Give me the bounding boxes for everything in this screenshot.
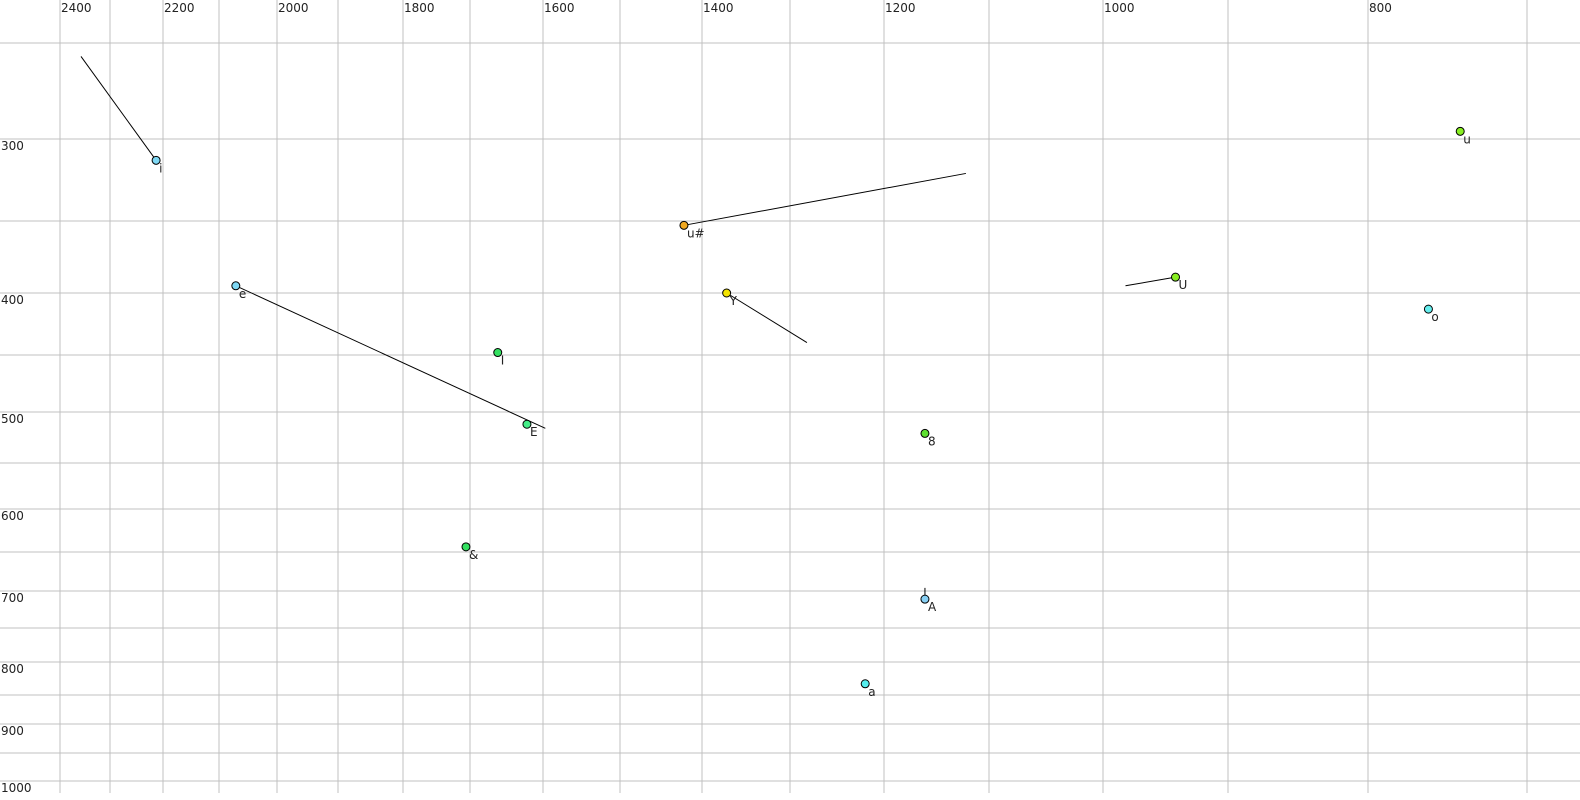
formant-trajectory <box>683 172 966 226</box>
y-tick-label: 300 <box>1 139 24 153</box>
y-tick-label: 1000 <box>1 781 32 795</box>
y-tick-label: 800 <box>1 662 24 676</box>
vowel-point: u <box>1455 126 1471 146</box>
point-marker <box>1423 304 1433 314</box>
point-marker <box>679 220 689 230</box>
formant-trajectory <box>80 56 157 161</box>
y-tick-label: 900 <box>1 724 24 738</box>
y-tick-label: 500 <box>1 412 24 426</box>
y-tick-label: 400 <box>1 293 24 307</box>
vowel-point: U <box>1125 272 1188 292</box>
x-tick-label: 2000 <box>278 1 309 15</box>
point-label: Y <box>729 294 738 308</box>
vowel-point: Y <box>722 288 808 344</box>
point-label: E <box>530 425 538 439</box>
point-marker <box>920 594 930 604</box>
x-tick-label: 1200 <box>885 1 916 15</box>
point-marker <box>493 348 503 358</box>
point-label: & <box>469 548 478 562</box>
point-marker <box>722 288 732 298</box>
point-marker <box>231 281 241 291</box>
point-marker <box>920 428 930 438</box>
vowel-point: I <box>493 348 505 368</box>
x-tick-label: 1000 <box>1104 1 1135 15</box>
point-label: u# <box>687 226 705 240</box>
vowel-point: a <box>860 679 876 699</box>
point-label: o <box>1431 310 1438 324</box>
y-tick-label: 600 <box>1 509 24 523</box>
x-tick-label: 2200 <box>164 1 195 15</box>
point-label: U <box>1179 278 1188 292</box>
formant-trajectory <box>235 285 546 429</box>
vowel-point: e <box>231 281 546 429</box>
point-label: u <box>1463 132 1471 146</box>
y-tick-label: 700 <box>1 591 24 605</box>
point-label: e <box>239 287 246 301</box>
point-label: I <box>501 354 505 368</box>
x-tick-label: 800 <box>1369 1 1392 15</box>
x-tick-label: 1800 <box>404 1 435 15</box>
point-marker <box>860 679 870 689</box>
point-label: A <box>928 600 937 614</box>
vowel-point: A <box>920 587 937 614</box>
data-points: i e I E & u# Y 8 Aa Uu o <box>80 56 1471 699</box>
point-label: a <box>868 685 875 699</box>
point-marker <box>461 542 471 552</box>
point-marker <box>1171 272 1180 282</box>
formant-trajectory <box>1125 276 1176 287</box>
x-tick-label: 2400 <box>61 1 92 15</box>
point-marker <box>522 419 532 429</box>
x-tick-label: 1600 <box>544 1 575 15</box>
tick-labels: 2400 2200 2000 1800 1600 1400 1200 1000 800 300 40… <box>1 1 1392 795</box>
vowel-point: E <box>522 419 538 439</box>
point-marker <box>151 155 161 165</box>
point-label: 8 <box>928 434 936 448</box>
x-tick-label: 1400 <box>703 1 734 15</box>
point-label: i <box>159 161 162 175</box>
formant-trajectory <box>726 292 808 344</box>
vowel-point: & <box>461 542 478 562</box>
vowel-point: 8 <box>920 428 936 448</box>
vowel-point: o <box>1423 304 1439 324</box>
point-marker <box>1455 126 1465 136</box>
vowel-point: u# <box>679 172 966 240</box>
vowel-point: i <box>80 56 162 175</box>
